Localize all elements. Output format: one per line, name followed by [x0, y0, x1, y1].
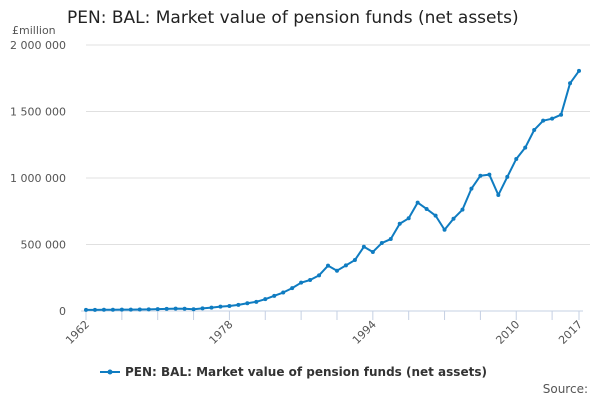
data-point [370, 249, 375, 254]
legend-line-marker-icon [100, 369, 120, 375]
data-point [532, 127, 537, 132]
data-point [84, 307, 88, 312]
data-point [227, 303, 232, 308]
data-point [550, 116, 555, 121]
y-tick-label: 0 [59, 305, 66, 318]
data-point [290, 286, 295, 291]
data-point [487, 172, 492, 177]
data-point [379, 241, 384, 246]
data-point [424, 206, 429, 211]
data-point [361, 244, 366, 249]
data-point [101, 307, 106, 312]
x-tick-label: 2010 [493, 318, 522, 347]
y-tick-label: 500 000 [21, 239, 67, 252]
data-point [451, 216, 456, 221]
x-tick-label: 1978 [207, 318, 236, 347]
source-label: Source: [542, 382, 588, 396]
data-point [128, 307, 133, 312]
data-point [442, 227, 447, 232]
chart-title: PEN: BAL: Market value of pension funds … [67, 8, 519, 28]
data-point [119, 307, 124, 312]
data-point [245, 301, 250, 306]
data-point [343, 263, 348, 268]
data-point [272, 293, 277, 298]
data-point [110, 307, 115, 312]
data-point [388, 237, 393, 242]
legend-label: PEN: BAL: Market value of pension funds … [125, 365, 487, 379]
data-point [514, 156, 519, 161]
data-point [182, 306, 187, 311]
data-point [326, 263, 331, 268]
data-point [299, 280, 304, 285]
y-axis-unit-label: £million [12, 24, 56, 37]
data-point [236, 302, 241, 307]
data-point [92, 307, 97, 312]
data-point [191, 307, 196, 312]
data-point [209, 305, 214, 310]
data-point [164, 306, 169, 311]
data-point [254, 299, 259, 304]
data-point [263, 297, 268, 302]
data-point [334, 268, 339, 273]
data-point [559, 112, 564, 117]
data-point [469, 186, 474, 191]
data-point [496, 193, 501, 198]
data-point [218, 304, 223, 309]
data-point [577, 68, 581, 73]
data-point [478, 173, 483, 178]
y-tick-label: 1 500 000 [10, 106, 66, 119]
data-point [415, 200, 420, 205]
data-point [460, 207, 465, 212]
data-point [281, 290, 286, 295]
data-point [146, 307, 151, 312]
data-point [352, 258, 357, 263]
data-point [317, 273, 322, 278]
data-point [397, 221, 402, 226]
data-point [200, 306, 205, 311]
y-tick-label: 1 000 000 [10, 172, 66, 185]
data-point [137, 307, 142, 312]
data-point [523, 145, 528, 150]
x-tick-label: 1994 [350, 318, 379, 347]
data-point [568, 81, 573, 86]
data-point [433, 213, 438, 218]
y-tick-label: 2 000 000 [10, 39, 66, 52]
x-tick-label: 2017 [556, 318, 585, 347]
data-point [505, 174, 510, 179]
data-point [173, 306, 178, 311]
data-point [155, 307, 160, 312]
data-point [308, 278, 313, 283]
series-line [85, 70, 580, 311]
legend[interactable]: PEN: BAL: Market value of pension funds … [100, 365, 487, 379]
data-point [406, 216, 411, 221]
data-point [541, 118, 546, 123]
x-tick-label: 1962 [63, 318, 92, 347]
